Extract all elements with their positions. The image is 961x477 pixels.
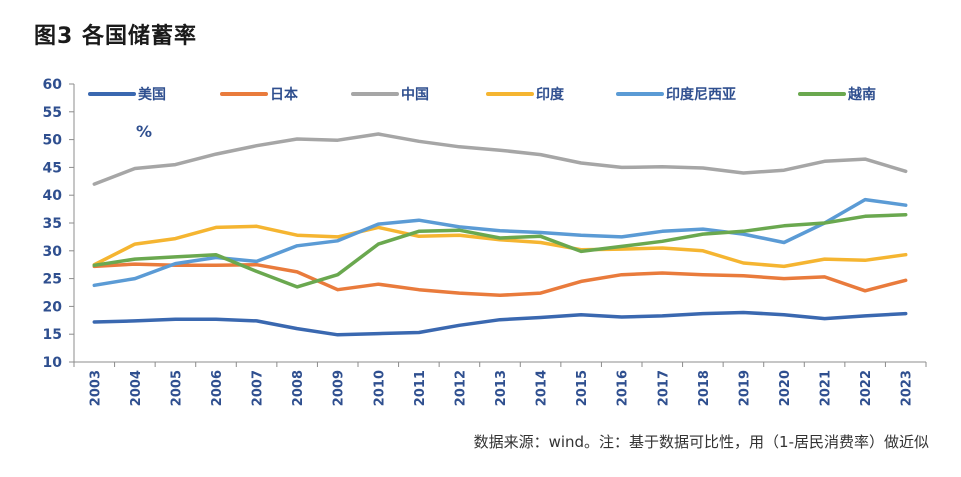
- y-tick-label: 45: [43, 160, 62, 176]
- x-tick-label: 2016: [616, 370, 631, 406]
- y-tick-label: 60: [43, 77, 63, 93]
- series-line-4: [92, 197, 908, 288]
- x-tick-label: 2007: [251, 370, 266, 406]
- x-tick-label: 2005: [169, 370, 184, 406]
- y-tick-label: 10: [43, 355, 63, 371]
- y-tick-label: 50: [43, 133, 63, 149]
- x-tick-label: 2009: [332, 370, 347, 406]
- legend-label: 美国: [138, 86, 166, 103]
- y-tick-label: 25: [43, 272, 62, 288]
- x-tick-label: 2015: [575, 370, 590, 406]
- legend-label: 印度尼西亚: [666, 86, 736, 103]
- y-tick-label: 35: [43, 216, 62, 232]
- chart-axes: [69, 83, 927, 367]
- x-tick-label: 2012: [453, 370, 468, 406]
- x-tick-label: 2022: [859, 370, 874, 406]
- x-tick-label: 2013: [494, 370, 509, 406]
- x-tick-label: 2004: [129, 370, 144, 406]
- x-tick-label: 2018: [697, 370, 712, 406]
- y-tick-label: 20: [43, 299, 63, 315]
- series-line-1: [92, 262, 908, 298]
- series-line-2: [92, 132, 908, 186]
- y-tick-labels: 10 15 20 25 30 35 40 45 50 55 60: [43, 77, 63, 371]
- series-lines: [92, 132, 908, 337]
- x-tick-label: 2014: [535, 370, 550, 406]
- x-tick-labels: 2003 2004 2005 2006 2007 2008 2009 2010 2011 2012…: [88, 370, 914, 406]
- x-tick-label: 2021: [819, 370, 834, 406]
- legend-label: 中国: [401, 86, 429, 103]
- legend-label: 日本: [270, 86, 299, 103]
- x-tick-label: 2006: [210, 370, 225, 406]
- y-axis-unit-label: %: [136, 122, 152, 141]
- source-note: 数据来源：wind。注：基于数据可比性，用（1-居民消费率）做近似: [473, 433, 929, 451]
- x-tick-label: 2020: [778, 370, 793, 406]
- chart-title: 图3 各国储蓄率: [34, 24, 197, 49]
- x-tick-label: 2008: [291, 370, 306, 406]
- x-tick-label: 2003: [88, 370, 103, 406]
- y-tick-label: 30: [43, 244, 63, 260]
- series-line-0: [92, 310, 908, 337]
- legend: 美国 日本 中国 印度 印度尼西亚 越南: [88, 86, 876, 103]
- y-tick-label: 55: [43, 105, 62, 121]
- y-tick-label: 40: [43, 188, 63, 204]
- series-line-5: [92, 212, 908, 289]
- x-tick-label: 2010: [372, 370, 387, 406]
- x-tick-label: 2011: [413, 370, 428, 406]
- x-tick-label: 2023: [900, 370, 915, 406]
- legend-label: 越南: [847, 86, 876, 103]
- x-tick-label: 2019: [737, 370, 752, 406]
- x-tick-label: 2017: [656, 370, 671, 406]
- legend-label: 印度: [536, 86, 565, 103]
- y-tick-label: 15: [43, 327, 62, 343]
